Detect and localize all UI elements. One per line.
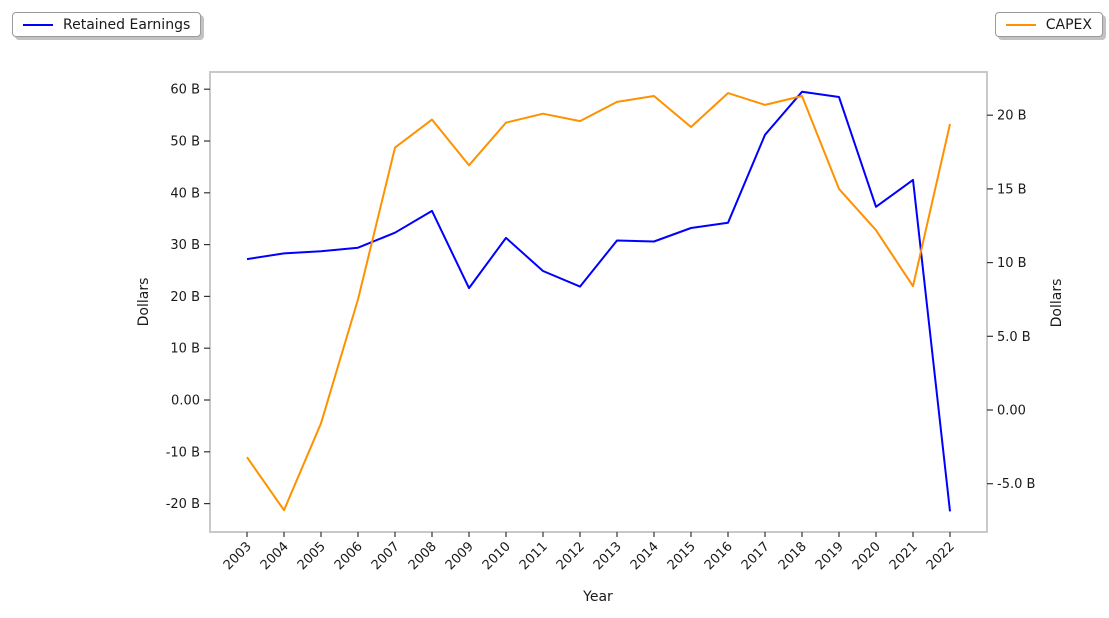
x-tick-label: 2004 bbox=[258, 539, 292, 573]
x-tick-label: 2021 bbox=[887, 539, 921, 573]
x-tick-label: 2022 bbox=[924, 539, 958, 573]
y-left-tick-label: 10 B bbox=[170, 342, 200, 357]
y-right-tick-label: 5.0 B bbox=[997, 330, 1031, 345]
x-tick-label: 2006 bbox=[332, 539, 366, 573]
legend-label-capex: CAPEX bbox=[1045, 16, 1092, 33]
x-tick-label: 2009 bbox=[443, 539, 477, 573]
x-tick-label: 2019 bbox=[813, 539, 847, 573]
x-tick-label: 2007 bbox=[369, 539, 403, 573]
x-tick-label: 2011 bbox=[517, 539, 551, 573]
x-tick-label: 2012 bbox=[554, 539, 588, 573]
x-tick-label: 2018 bbox=[776, 539, 810, 573]
y-right-tick-label: -5.0 B bbox=[997, 477, 1035, 492]
y-left-tick-label: -20 B bbox=[166, 497, 200, 512]
series-line-capex bbox=[246, 92, 951, 512]
legend-retained-earnings: Retained Earnings bbox=[12, 12, 202, 37]
y-left-tick-label: 60 B bbox=[170, 83, 200, 98]
series-line-retained-earnings bbox=[246, 90, 951, 512]
y-right-axis-title: Dollars bbox=[1049, 278, 1065, 328]
y-right-tick-label: 0.00 bbox=[997, 404, 1026, 419]
y-right-tick-label: 10 B bbox=[997, 256, 1027, 271]
y-left-axis-title: Dollars bbox=[136, 277, 152, 327]
x-axis-title: Year bbox=[583, 589, 613, 605]
x-tick-label: 2003 bbox=[221, 539, 255, 573]
y-left-tick-label: 30 B bbox=[170, 238, 200, 253]
x-tick-label: 2008 bbox=[406, 539, 440, 573]
x-tick-label: 2015 bbox=[665, 539, 699, 573]
y-left-tick-label: 0.00 bbox=[171, 394, 200, 409]
x-tick-label: 2016 bbox=[702, 539, 736, 573]
legend-label-retained-earnings: Retained Earnings bbox=[63, 16, 191, 33]
legend-line-capex bbox=[1005, 23, 1036, 26]
y-left-tick-label: 20 B bbox=[170, 290, 200, 305]
x-tick-label: 2013 bbox=[591, 539, 625, 573]
x-tick-label: 2005 bbox=[295, 539, 329, 573]
legend-capex: CAPEX bbox=[994, 12, 1103, 37]
y-right-tick-label: 15 B bbox=[997, 182, 1027, 197]
x-tick-label: 2020 bbox=[850, 539, 884, 573]
x-tick-label: 2014 bbox=[628, 539, 662, 573]
x-tick-label: 2017 bbox=[739, 539, 773, 573]
y-left-tick-label: -10 B bbox=[166, 445, 200, 460]
y-left-tick-label: 40 B bbox=[170, 186, 200, 201]
legend-line-retained-earnings bbox=[23, 23, 53, 26]
y-left-tick-label: 50 B bbox=[170, 135, 200, 150]
plot-frame bbox=[209, 71, 988, 533]
y-right-tick-label: 20 B bbox=[997, 109, 1027, 124]
x-tick-label: 2010 bbox=[480, 539, 514, 573]
